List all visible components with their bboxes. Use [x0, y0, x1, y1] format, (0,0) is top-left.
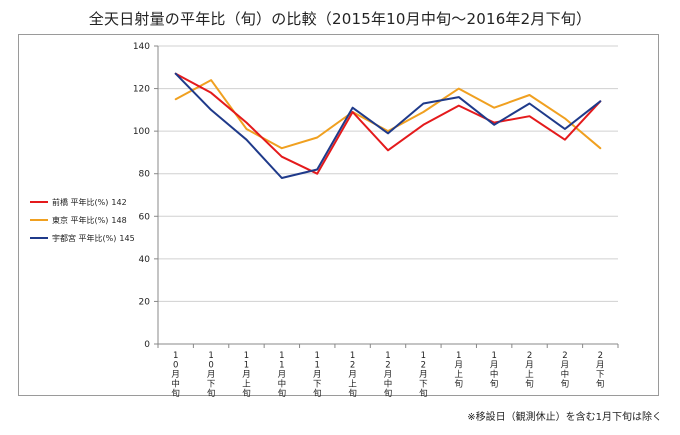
legend: 前橋 平年比(%) 142 東京 平年比(%) 148 宇都宮 平年比(%) 1…	[30, 193, 135, 247]
x-tick-label: 1 2 月中旬	[384, 351, 393, 399]
series-line-1	[174, 79, 602, 150]
legend-value: 142	[111, 197, 127, 207]
y-axis: 0 20 40 60 80 100 120 140	[133, 42, 159, 350]
chart-frame	[18, 34, 659, 396]
y-tick-label: 60	[139, 212, 151, 222]
chart-title: 全天日射量の平年比（旬）の比較（2015年10月中旬〜2016年2月下旬）	[88, 10, 592, 28]
legend-item-utsunomiya: 宇都宮 平年比(%) 145	[30, 229, 135, 247]
y-tick-label: 100	[133, 127, 150, 137]
x-tick-label: 1 2 月下旬	[419, 351, 428, 399]
legend-item-tokyo: 東京 平年比(%) 148	[30, 211, 135, 229]
legend-label: 東京 平年比(%)	[52, 215, 109, 225]
x-tick-label: 1 1 月下旬	[313, 351, 322, 399]
x-tick-label: 2 月中旬	[561, 351, 570, 390]
x-tick-label: 1 0 月中旬	[171, 351, 180, 399]
y-tick-label: 140	[133, 42, 150, 52]
series-lines	[174, 72, 602, 179]
x-tick-label: 1 月上旬	[455, 351, 464, 390]
y-tick-label: 40	[139, 255, 151, 265]
legend-item-maebashi: 前橋 平年比(%) 142	[30, 193, 135, 211]
footnote: ※移設日（観測休止）を含む1月下旬は除く	[467, 412, 662, 423]
legend-value: 148	[111, 215, 127, 225]
x-tick-label: 2 月上旬	[525, 351, 534, 390]
legend-swatch	[30, 201, 48, 203]
x-tick-label: 1 1 月中旬	[278, 351, 287, 399]
x-tick-label: 1 2 月上旬	[348, 351, 357, 399]
legend-value: 145	[119, 233, 135, 243]
x-axis: 1 0 月中旬 1 0 月下旬 1 1 月上旬 1 1 月中旬 1 1 月下旬 1 2 月上旬 1 2 月中旬 1 2 月下旬…	[157, 343, 619, 399]
series-line-2	[174, 72, 602, 179]
y-tick-label: 80	[139, 170, 151, 180]
y-tick-label: 20	[139, 297, 151, 307]
x-tick-label: 1 0 月下旬	[207, 351, 216, 399]
x-tick-label: 2 月下旬	[596, 351, 605, 390]
x-tick-label: 1 月中旬	[490, 351, 499, 390]
x-tick-label: 1 1 月上旬	[242, 351, 251, 399]
y-tick-label: 120	[133, 85, 150, 95]
legend-swatch	[30, 219, 48, 221]
y-tick-label: 0	[144, 340, 150, 350]
gridlines	[158, 45, 618, 302]
legend-swatch	[30, 237, 48, 239]
legend-label: 宇都宮 平年比(%)	[52, 233, 117, 243]
legend-label: 前橋 平年比(%)	[52, 197, 109, 207]
